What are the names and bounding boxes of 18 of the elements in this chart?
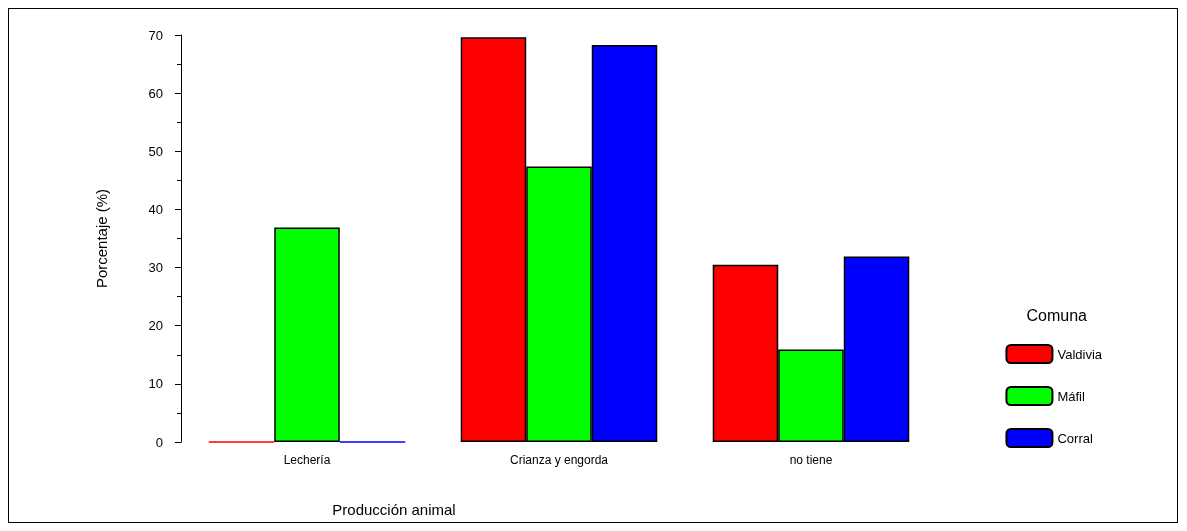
y-tick-label: 70 <box>148 27 163 43</box>
y-tick-label: 0 <box>155 434 163 450</box>
y-tick-label: 10 <box>148 376 163 392</box>
legend-label: Máfil <box>1057 388 1085 404</box>
x-tick-label: no tiene <box>789 453 833 467</box>
y-tick-label: 60 <box>148 85 163 101</box>
legend-label: Corral <box>1057 430 1093 446</box>
x-tick-label: Crianza y engorda <box>509 453 609 467</box>
x-tick-label: Lechería <box>283 453 331 467</box>
legend-title: Comuna <box>1026 306 1088 324</box>
y-tick-label: 30 <box>148 260 163 276</box>
y-tick-label: 40 <box>148 201 163 217</box>
x-axis-title: Producción animal <box>332 501 456 518</box>
y-axis-title: Porcentaje (%) <box>93 188 110 289</box>
y-tick-label: 50 <box>148 143 163 159</box>
legend-label: Valdivia <box>1057 346 1103 362</box>
y-tick-label: 20 <box>148 318 163 334</box>
bar <box>274 227 340 442</box>
